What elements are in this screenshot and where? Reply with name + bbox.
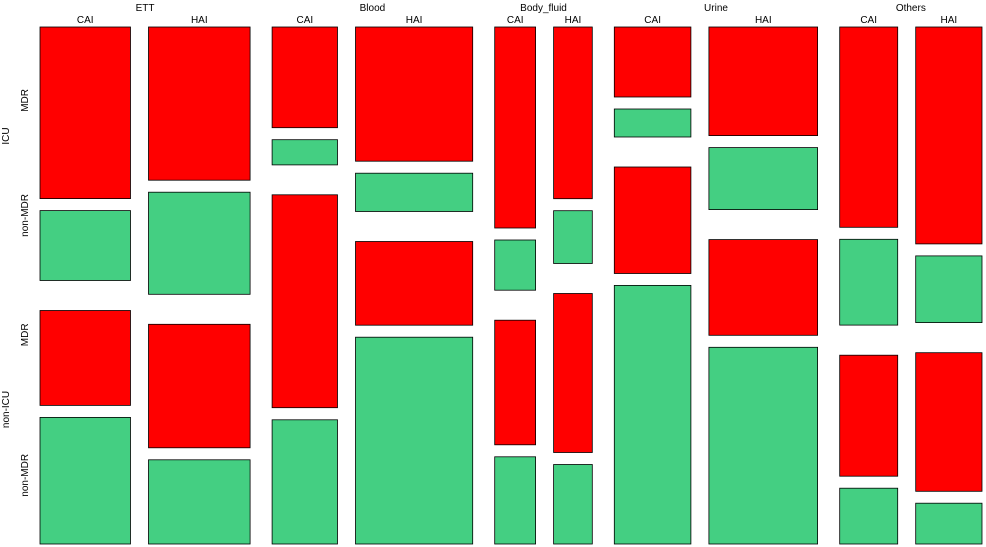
tile-ett-hai-non-icu-non-mdr xyxy=(148,459,251,545)
tile-others-hai-icu-mdr xyxy=(915,26,983,245)
tile-blood-cai-non-icu-mdr xyxy=(271,194,338,409)
tile-body-fluid-hai-icu-non-mdr xyxy=(553,210,593,264)
tile-others-hai-icu-non-mdr xyxy=(915,255,983,323)
tile-ett-cai-icu-non-mdr xyxy=(39,210,131,281)
resistance-label-non-icu-non-mdr: non-MDR xyxy=(20,454,31,497)
tile-urine-cai-non-icu-mdr xyxy=(613,166,692,274)
tile-ett-cai-non-icu-mdr xyxy=(39,310,131,406)
tile-urine-hai-non-icu-mdr xyxy=(708,239,819,336)
resistance-label-icu-mdr: MDR xyxy=(20,89,31,112)
specimen-label-others: Others xyxy=(896,3,926,14)
tile-blood-hai-non-icu-mdr xyxy=(355,241,474,326)
row-labels: ICU MDR non-MDR non-ICU MDR non-MDR xyxy=(1,89,31,497)
tile-urine-cai-non-icu-non-mdr xyxy=(613,284,692,545)
tile-urine-hai-icu-non-mdr xyxy=(708,147,819,211)
specimen-label-blood: Blood xyxy=(360,3,386,14)
acquisition-label-urine-hai: HAI xyxy=(755,15,772,26)
tile-body-fluid-hai-icu-mdr xyxy=(553,26,593,200)
tile-others-cai-icu-non-mdr xyxy=(839,238,899,326)
tile-urine-hai-non-icu-non-mdr xyxy=(708,346,819,545)
tile-body-fluid-cai-icu-mdr xyxy=(494,26,537,229)
tile-ett-hai-icu-mdr xyxy=(148,26,251,181)
acquisition-label-ett-hai: HAI xyxy=(191,15,208,26)
tile-urine-cai-icu-non-mdr xyxy=(613,108,692,138)
tile-body-fluid-cai-icu-non-mdr xyxy=(494,239,537,291)
acquisition-label-body-fluid-cai: CAI xyxy=(507,15,524,26)
specimen-label-urine: Urine xyxy=(704,3,728,14)
tile-blood-hai-icu-non-mdr xyxy=(355,172,474,212)
acquisition-label-blood-hai: HAI xyxy=(406,15,423,26)
tile-body-fluid-hai-non-icu-non-mdr xyxy=(553,464,593,545)
ward-label-non-icu: non-ICU xyxy=(1,391,12,428)
acquisition-label-body-fluid-hai: HAI xyxy=(565,15,582,26)
tile-ett-hai-icu-non-mdr xyxy=(148,191,251,295)
resistance-label-non-icu-mdr: MDR xyxy=(20,323,31,346)
tile-blood-hai-icu-mdr xyxy=(355,26,474,162)
tile-body-fluid-cai-non-icu-mdr xyxy=(494,319,537,446)
specimen-label-ett: ETT xyxy=(136,3,155,14)
tile-ett-cai-icu-mdr xyxy=(39,26,131,200)
tile-body-fluid-hai-non-icu-mdr xyxy=(553,293,593,453)
acquisition-label-ett-cai: CAI xyxy=(77,15,94,26)
tile-blood-cai-non-icu-non-mdr xyxy=(271,419,338,545)
mosaic-tiles xyxy=(39,26,983,545)
resistance-label-icu-non-mdr: non-MDR xyxy=(20,194,31,237)
tile-others-cai-icu-mdr xyxy=(839,26,899,228)
tile-blood-cai-icu-non-mdr xyxy=(271,139,338,166)
tile-ett-cai-non-icu-non-mdr xyxy=(39,416,131,545)
tile-urine-cai-icu-mdr xyxy=(613,26,692,98)
tile-others-cai-non-icu-mdr xyxy=(839,354,899,477)
tile-others-hai-non-icu-mdr xyxy=(915,352,983,492)
specimen-label-body-fluid: Body_fluid xyxy=(520,3,567,14)
acquisition-label-blood-cai: CAI xyxy=(296,15,313,26)
acquisition-label-others-hai: HAI xyxy=(941,15,958,26)
ward-label-icu: ICU xyxy=(1,127,12,144)
acquisition-label-urine-cai: CAI xyxy=(644,15,661,26)
tile-others-cai-non-icu-non-mdr xyxy=(839,487,899,545)
tile-urine-hai-icu-mdr xyxy=(708,26,819,136)
acquisition-label-others-cai: CAI xyxy=(860,15,877,26)
tile-body-fluid-cai-non-icu-non-mdr xyxy=(494,456,537,545)
tile-ett-hai-non-icu-mdr xyxy=(148,323,251,449)
tile-others-hai-non-icu-non-mdr xyxy=(915,502,983,545)
tile-blood-hai-non-icu-non-mdr xyxy=(355,336,474,545)
tile-blood-cai-icu-mdr xyxy=(271,26,338,129)
